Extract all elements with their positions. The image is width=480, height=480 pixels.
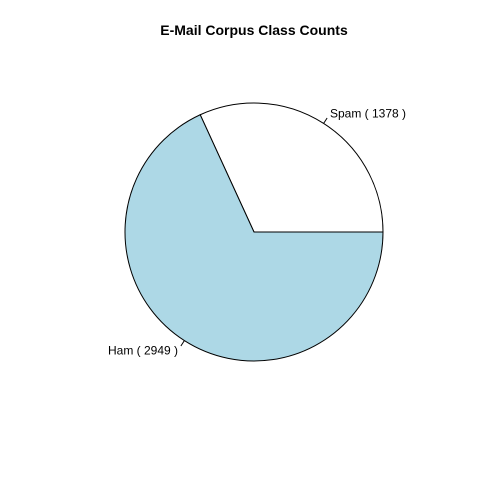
pie-slices [124,102,384,362]
pie-slice-ham [124,114,384,362]
pie-labels: Spam ( 1378 ) Ham ( 2949 ) [108,107,406,358]
pie-label-ham: Ham ( 2949 ) [108,343,178,357]
pie-label-spam: Spam ( 1378 ) [330,107,406,121]
pie-label-tick-ham [180,340,185,347]
pie-label-tick-spam [323,117,328,124]
chart-title: E-Mail Corpus Class Counts [160,22,348,38]
